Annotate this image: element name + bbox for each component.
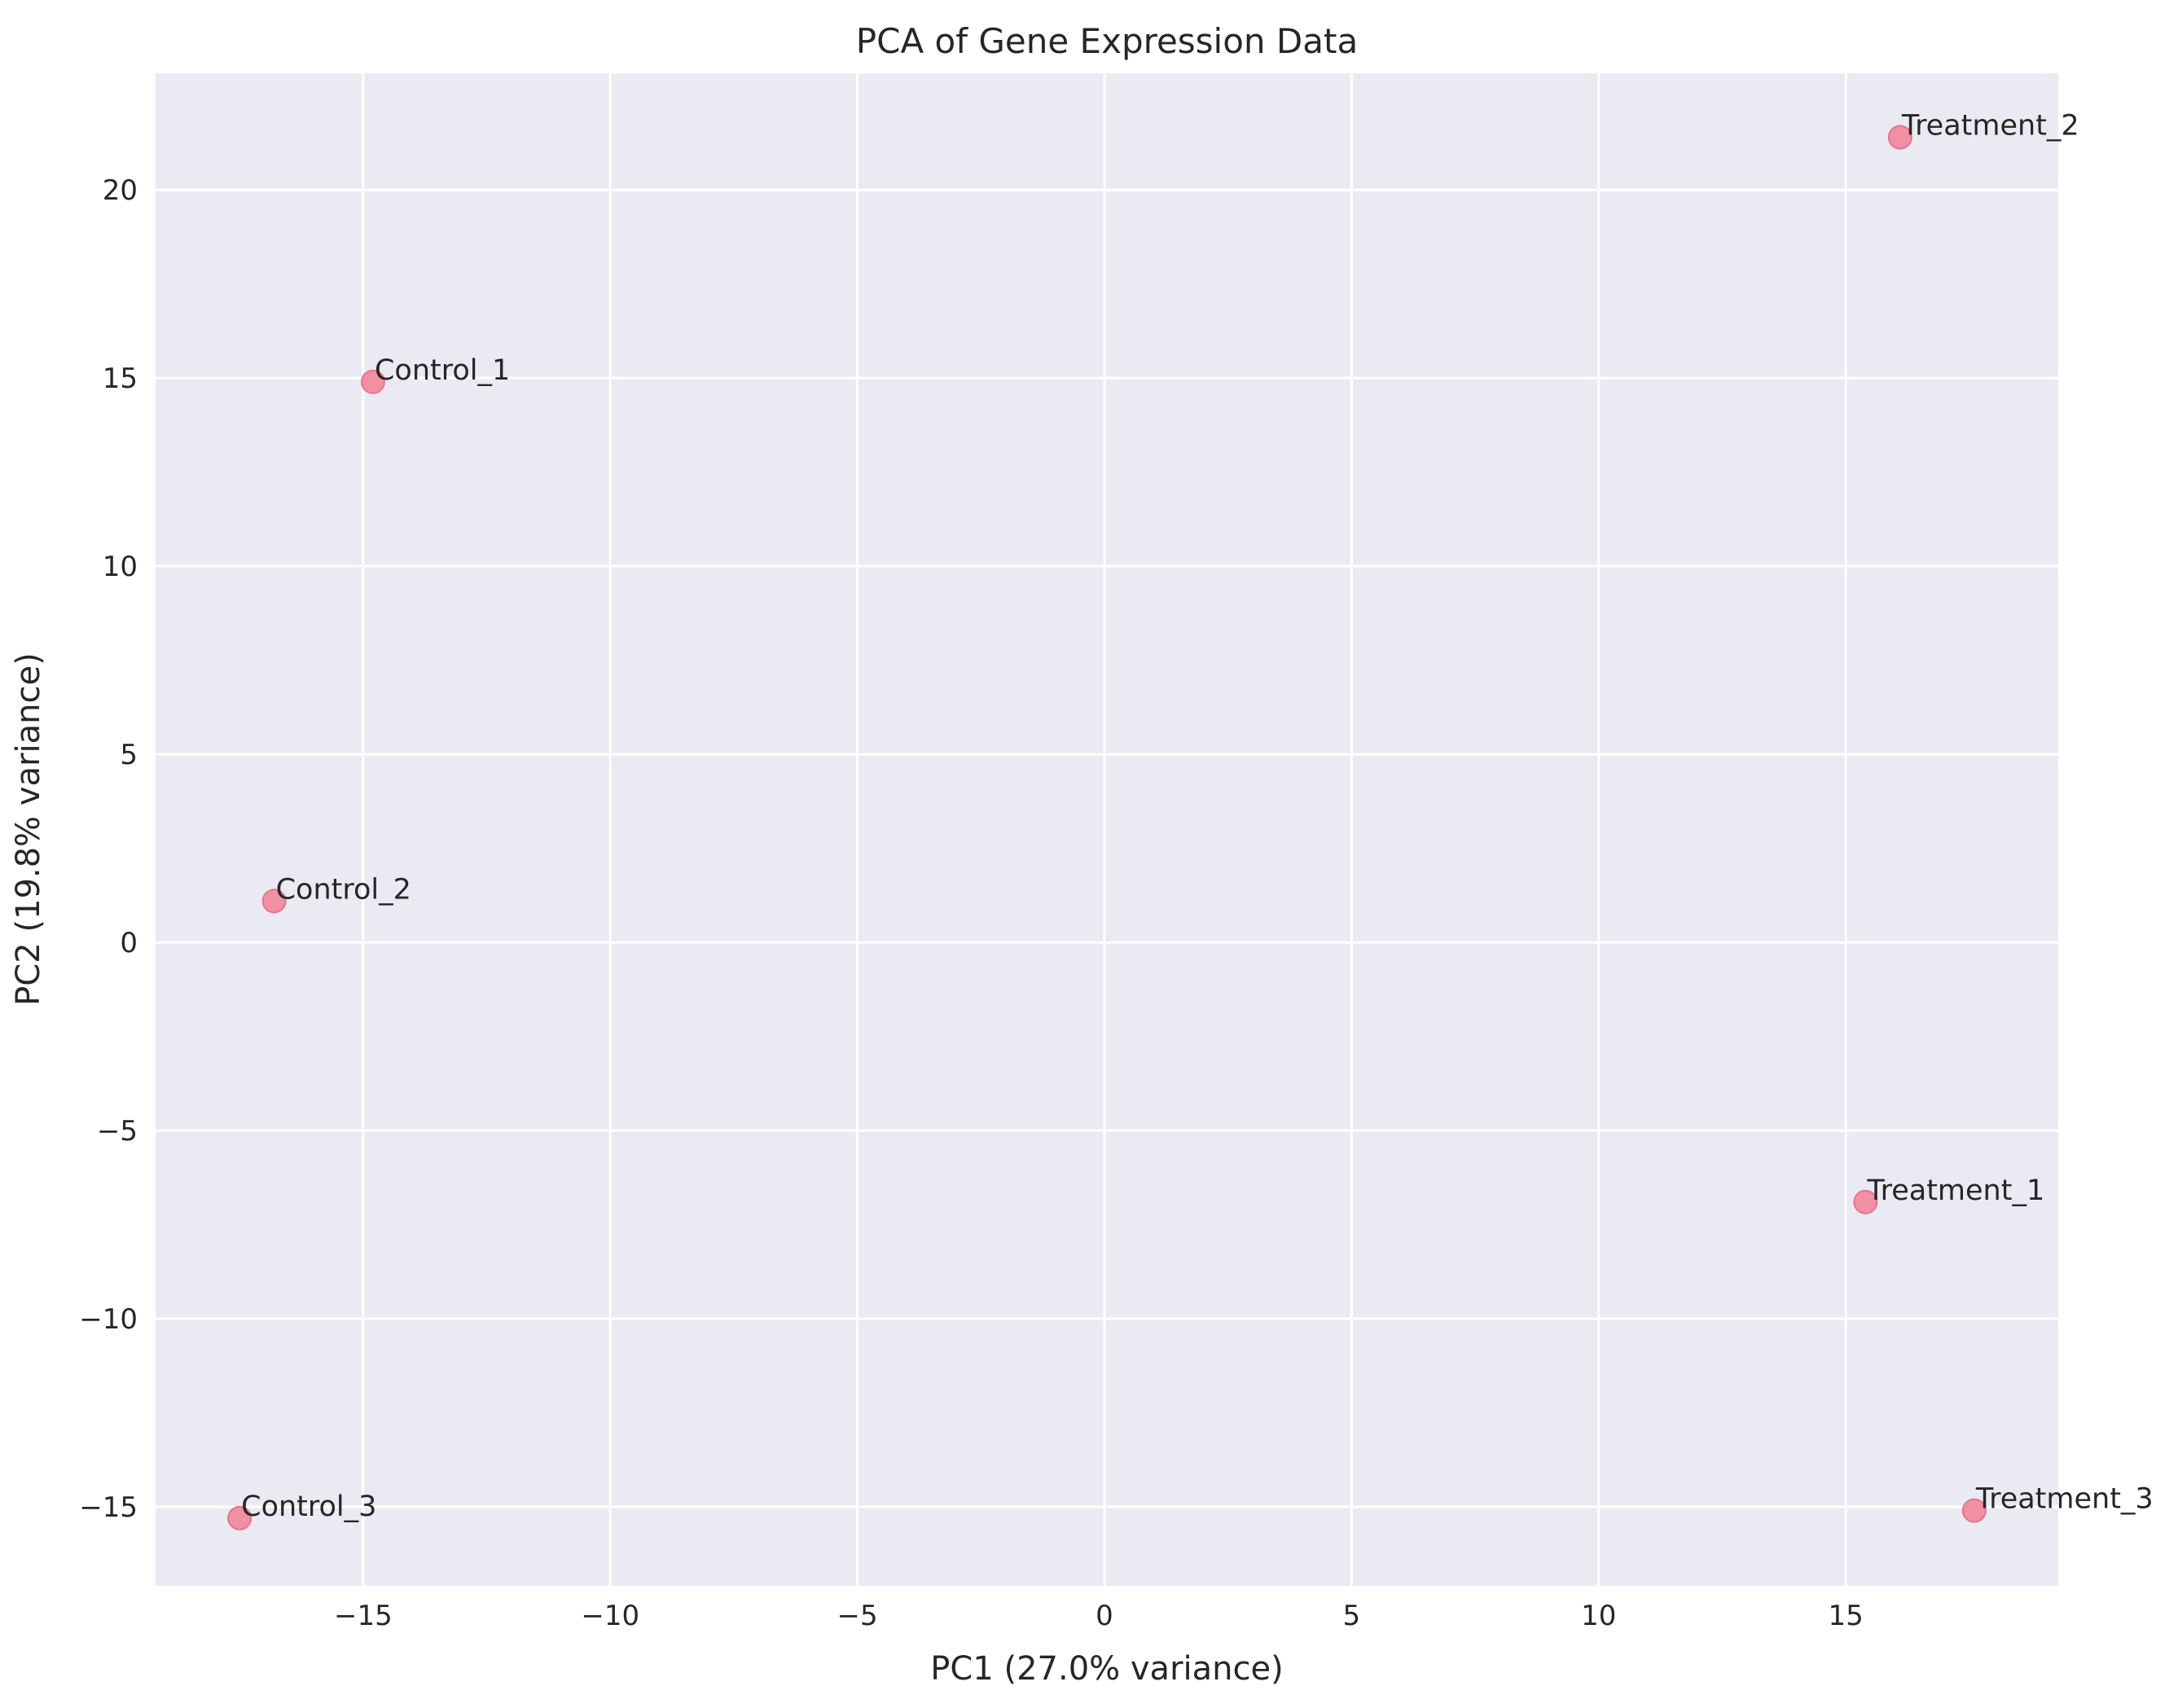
tick-labels: −15 −10 −5 0 5 10 15 −15 −10 −5 0 5 10 15 20 xyxy=(79,174,1863,1632)
chart-title: PCA of Gene Expression Data xyxy=(856,21,1358,61)
y-tick-label: −15 xyxy=(79,1491,138,1524)
y-tick-label: 5 xyxy=(120,739,138,771)
x-tick-label: −5 xyxy=(837,1600,878,1632)
scatter-point xyxy=(1887,125,1912,150)
scatter-point xyxy=(360,369,385,394)
point-labels: Control_1 Control_2 Control_3 Treatment_1 Tr… xyxy=(241,110,2154,1523)
scatter-point xyxy=(227,1505,252,1530)
x-axis-title: PC1 (27.0% variance) xyxy=(930,1650,1283,1688)
x-tick-label: 0 xyxy=(1096,1600,1113,1632)
scatter-point xyxy=(1853,1189,1878,1214)
x-tick-label: 10 xyxy=(1581,1600,1616,1632)
y-tick-label: 20 xyxy=(103,174,138,207)
point-label: Treatment_1 xyxy=(1866,1175,2044,1207)
point-label: Treatment_2 xyxy=(1901,110,2079,143)
point-label: Treatment_3 xyxy=(1975,1483,2154,1516)
y-tick-label: −5 xyxy=(97,1115,138,1148)
x-tick-label: 15 xyxy=(1828,1600,1863,1632)
x-tick-label: 5 xyxy=(1343,1600,1361,1632)
y-tick-label: −10 xyxy=(79,1303,138,1336)
x-tick-label: −10 xyxy=(581,1600,639,1632)
y-axis-title: PC2 (19.8% variance) xyxy=(10,652,47,1005)
y-tick-label: 0 xyxy=(120,927,138,959)
point-label: Control_1 xyxy=(375,354,510,387)
grid-lines xyxy=(156,73,2058,1586)
data-points xyxy=(227,125,1987,1530)
y-tick-label: 15 xyxy=(103,362,138,395)
point-label: Control_2 xyxy=(276,873,411,906)
x-tick-label: −15 xyxy=(334,1600,393,1632)
y-tick-label: 10 xyxy=(103,551,138,583)
scatter-point xyxy=(1961,1498,1987,1523)
scatter-point xyxy=(261,889,287,914)
plot-area xyxy=(156,73,2058,1586)
point-label: Control_3 xyxy=(241,1491,376,1523)
